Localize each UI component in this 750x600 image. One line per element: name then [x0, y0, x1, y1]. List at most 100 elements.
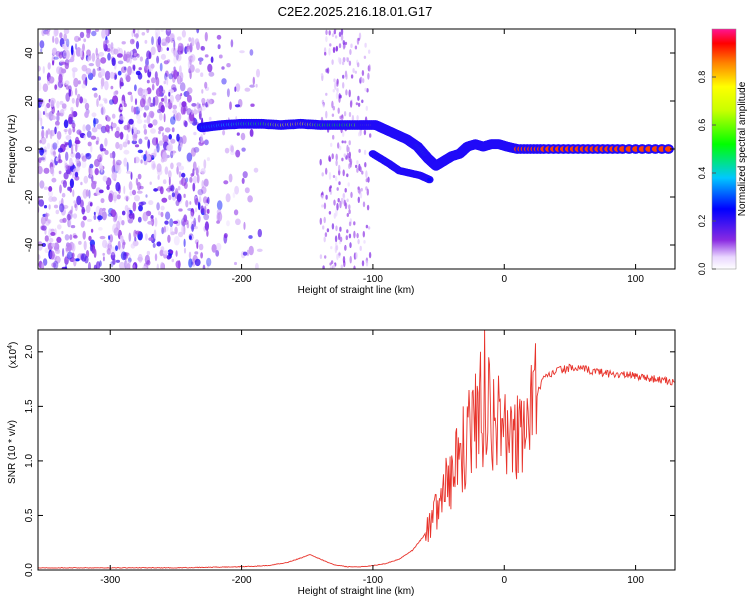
spectrogram-noise-cell [331, 100, 334, 109]
spectrogram-y-tick-label: -20 [24, 189, 35, 204]
spectrogram-noise-cell [189, 64, 195, 73]
spectrogram-noise-cell [118, 261, 125, 269]
spectrogram-noise-cell [255, 83, 258, 88]
spectrogram-noise-cell [178, 208, 183, 212]
spectrogram-noise-cell [173, 53, 177, 58]
spectrogram-noise-cell [149, 181, 152, 185]
spectrogram-noise-cell [74, 171, 79, 178]
spectrogram-noise-cell [41, 129, 45, 139]
spectrogram-noise-cell [110, 209, 117, 218]
spectrogram-noise-cell [211, 244, 217, 253]
spectrogram-noise-cell [367, 176, 370, 183]
spectrogram-noise-cell [369, 133, 372, 138]
spectrogram-noise-cell [161, 197, 168, 203]
spectrogram-noise-cell [355, 102, 359, 106]
spectrogram-noise-cell [147, 139, 151, 149]
spectrogram-noise-cell [64, 264, 68, 269]
spectrogram-noise-cell [361, 99, 364, 104]
spectrogram-noise-cell [204, 31, 208, 42]
spectrogram-noise-cell [162, 135, 169, 143]
spectrogram-noise-cell [198, 196, 202, 203]
spectrogram-noise-cell [348, 112, 352, 117]
spectrogram-noise-cell [342, 82, 345, 89]
spectrogram-noise-cell [218, 54, 223, 59]
spectrogram-noise-cell [54, 126, 57, 135]
spectrogram-noise-cell [348, 89, 351, 98]
spectrogram-noise-cell [191, 103, 197, 107]
spectrogram-noise-cell [41, 126, 44, 130]
spectrogram-noise-cell [230, 151, 235, 156]
spectrogram-noise-cell [179, 101, 183, 108]
spectrogram-noise-cell [176, 36, 182, 41]
spectrogram-noise-cell [49, 250, 55, 260]
spectrogram-noise-cell [101, 152, 104, 157]
spectrogram-noise-cell [163, 80, 167, 85]
spectrogram-noise-cell [43, 205, 48, 209]
spectrogram-noise-cell [53, 260, 59, 269]
spectrogram-noise-cell [176, 162, 182, 167]
spectrogram-noise-cell [338, 164, 341, 172]
spectrogram-noise-cell [165, 211, 171, 220]
spectrogram-noise-cell [321, 194, 324, 200]
spectrogram-noise-cell [38, 157, 42, 164]
spectrogram-noise-cell [133, 52, 139, 57]
spectrogram-noise-cell [329, 43, 332, 47]
spectrogram-noise-cell [333, 78, 336, 83]
spectrogram-noise-cell [55, 209, 60, 215]
spectrogram-noise-cell [47, 128, 51, 135]
spectrogram-noise-cell [167, 234, 171, 243]
spectrogram-noise-cell [176, 193, 182, 203]
spectrogram-noise-cell [347, 146, 350, 152]
spectrogram-noise-cell [208, 71, 215, 77]
spectrogram-noise-cell [59, 203, 65, 213]
spectrogram-noise-cell [75, 97, 79, 108]
spectrogram-noise-cell [356, 115, 359, 121]
spectrogram-noise-cell [81, 98, 88, 104]
spectrogram-noise-cell [134, 98, 138, 106]
snr-frame [37, 329, 676, 571]
spectrogram-noise-cell [79, 31, 85, 39]
spectrogram-noise-cell [42, 111, 46, 115]
spectrogram-noise-cell [216, 200, 223, 211]
spectrogram-noise-cell [81, 209, 86, 213]
spectrogram-noise-cell [106, 185, 110, 191]
spectrogram-noise-cell [358, 132, 361, 137]
spectrogram-noise-cell [345, 235, 348, 241]
spectrogram-noise-cell [56, 100, 60, 109]
spectrogram-noise-cell [56, 131, 62, 140]
spectrogram-noise-cell [167, 170, 172, 179]
spectrogram-noise-cell [75, 136, 80, 145]
spectrogram-noise-cell [195, 167, 199, 176]
spectrogram-noise-cell [248, 245, 254, 256]
spectrogram-noise-cell [100, 84, 104, 90]
spectrogram-noise-cell [328, 171, 332, 180]
spectrogram-noise-cell [161, 227, 165, 235]
spectrogram-noise-cell [50, 166, 54, 175]
spectrogram-noise-cell [339, 115, 342, 120]
spectrogram-noise-cell [192, 109, 198, 115]
spectrogram-noise-cell [114, 90, 119, 95]
spectrogram-noise-cell [367, 72, 370, 80]
spectrogram-noise-cell [356, 232, 359, 239]
spectrogram-noise-cell [108, 193, 114, 203]
spectrogram-noise-cell [140, 159, 143, 164]
spectrogram-noise-cell [160, 53, 166, 60]
spectrogram-noise-cell [323, 202, 327, 210]
spectrogram-noise-cell [81, 155, 87, 162]
spectrogram-noise-cell [39, 139, 42, 144]
spectrogram-noise-cell [362, 230, 365, 238]
spectrogram-noise-cell [223, 180, 229, 185]
spectrogram-noise-cell [143, 128, 148, 135]
spectrogram-noise-cell [186, 152, 193, 162]
spectrogram-noise-cell [151, 36, 154, 46]
spectrogram-noise-cell [64, 62, 70, 70]
spectrogram-noise-cell [69, 186, 72, 193]
spectrogram-x-tick-label: -100 [363, 274, 383, 285]
snr-x-tick-label: -200 [232, 575, 252, 586]
spectrogram-noise-cell [163, 226, 166, 233]
spectrogram-noise-cell [65, 135, 72, 141]
spectrogram-noise-cell [162, 250, 169, 255]
spectrogram-noise-cell [241, 147, 246, 152]
spectrogram-noise-cell [222, 129, 226, 136]
